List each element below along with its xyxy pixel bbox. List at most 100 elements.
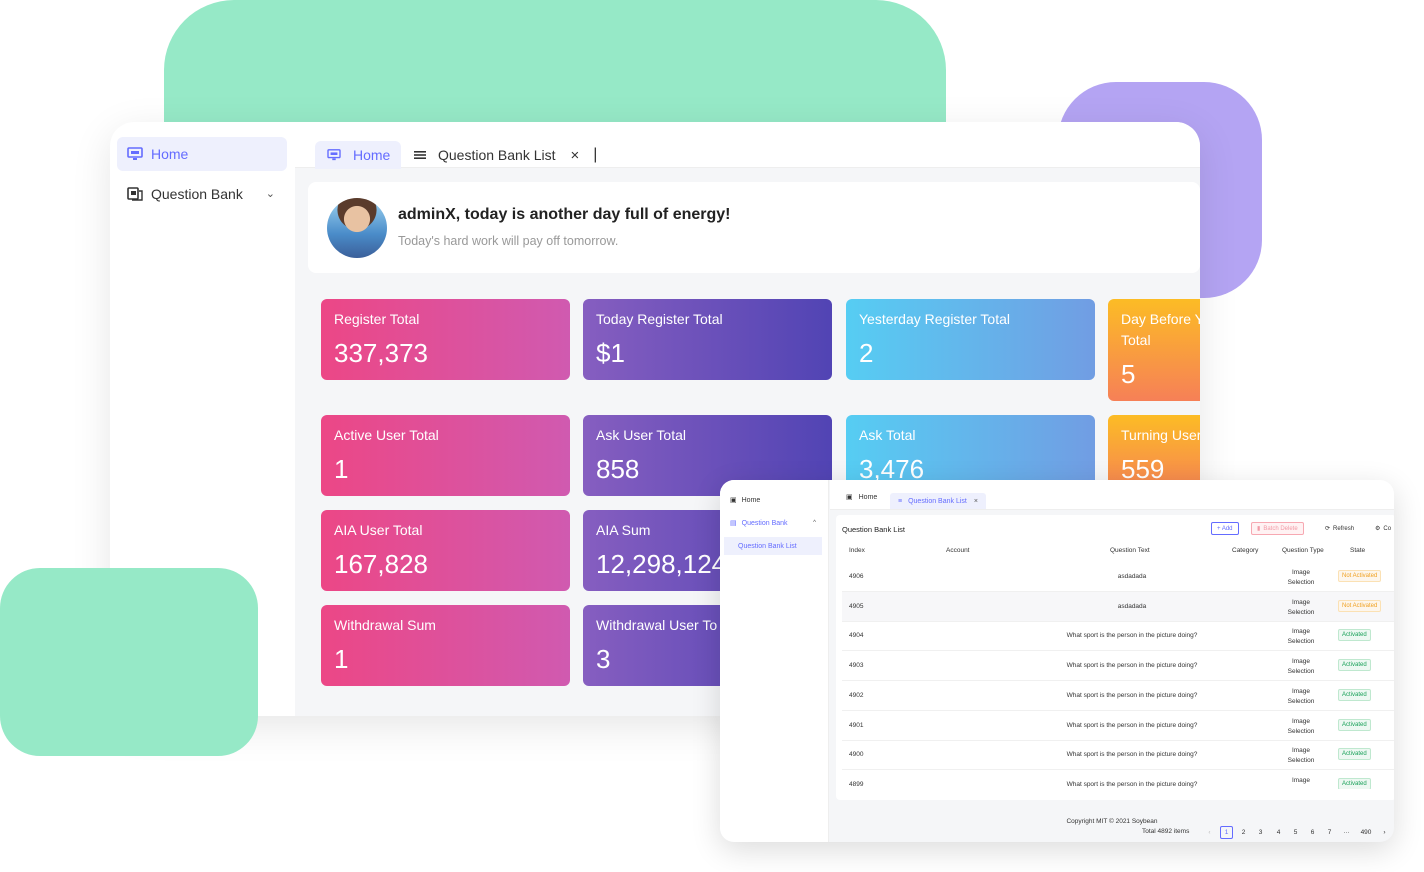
column-header[interactable]: Category — [1232, 547, 1259, 554]
pagination-page[interactable]: 490 — [1360, 829, 1372, 836]
stat-value: 1 — [334, 644, 349, 674]
chevron-down-icon[interactable]: ⌄ — [265, 188, 275, 200]
tab-label: Home — [858, 493, 878, 501]
question-text: What sport is the person in the picture … — [1066, 721, 1198, 729]
sidebar-item-home[interactable]: Home — [117, 137, 287, 171]
pagination-total: Total 4892 items — [1142, 828, 1190, 835]
pagination-page[interactable]: 2 — [1241, 829, 1246, 836]
pagination-ellipsis[interactable]: ··· — [1343, 829, 1350, 836]
stat-card-today-register: Today Register Total $1 — [583, 299, 832, 380]
table-row[interactable]: 4902 What sport is the person in the pict… — [842, 681, 1394, 711]
book-icon: ▤ — [730, 520, 737, 527]
question-type: Image Selection — [1282, 746, 1320, 766]
stat-label: Withdrawal User To — [596, 617, 718, 633]
tab-question-bank-list[interactable]: ≡ Question Bank List × — [890, 493, 986, 509]
column-header[interactable]: State — [1350, 547, 1366, 554]
question-type-line: Selection — [1287, 727, 1315, 735]
question-type-line: Selection — [1287, 668, 1315, 676]
pagination-page[interactable]: 7 — [1327, 829, 1332, 836]
stat-value: 337,373 — [334, 338, 428, 368]
stat-label: AIA Sum — [596, 522, 651, 538]
question-type-line: Selection — [1287, 638, 1315, 646]
question-text: What sport is the person in the picture … — [1066, 780, 1198, 788]
tab-bar: Home Question Bank List × | — [295, 122, 1200, 169]
question-text: What sport is the person in the picture … — [1066, 662, 1198, 670]
stat-card-aia-user: AIA User Total 167,828 — [321, 510, 570, 591]
sidebar-item-question-bank[interactable]: Question Bank ⌄ — [117, 177, 287, 211]
tab-question-bank-list[interactable]: Question Bank List × | — [414, 141, 597, 169]
batch-delete-button[interactable]: ▮ Batch Delete — [1251, 522, 1304, 535]
stat-card-day-before: Day Before Y Total 5 — [1108, 299, 1200, 401]
menu-icon — [414, 151, 426, 159]
pagination-page[interactable]: 5 — [1293, 829, 1298, 836]
question-text: What sport is the person in the picture … — [1066, 632, 1198, 640]
pagination-page[interactable]: 3 — [1258, 829, 1263, 836]
tab-bar: ▣ Home ≡ Question Bank List × — [830, 480, 1394, 510]
table-row[interactable]: 4906 asdadada Image Selection Not Activated — [842, 562, 1394, 592]
table-panel: Question Bank List + Add ▮ Batch Delete ⟳… — [836, 515, 1394, 839]
stat-value: 167,828 — [334, 549, 428, 579]
text-cursor-icon: | — [593, 146, 598, 163]
avatar — [327, 198, 387, 258]
pagination-page[interactable]: 6 — [1310, 829, 1315, 836]
table-row[interactable]: 4903 What sport is the person in the pict… — [842, 651, 1394, 682]
question-type-line: Image — [1291, 598, 1311, 606]
table-row[interactable]: 4904 What sport is the person in the pict… — [842, 621, 1394, 652]
column-header[interactable]: Account — [946, 547, 970, 554]
stat-label: Turning User — [1121, 427, 1200, 443]
stat-value: 559 — [1121, 454, 1165, 484]
question-type: Image Selection — [1282, 568, 1320, 588]
table-row[interactable]: 4899 What sport is the person in the pict… — [842, 770, 1394, 789]
pagination-prev[interactable]: ‹ — [1208, 829, 1211, 836]
status-badge: Activated — [1338, 777, 1371, 789]
question-text: asdadada — [1117, 602, 1147, 610]
chevron-up-icon[interactable]: ^ — [813, 520, 816, 526]
pagination-page[interactable]: 1 — [1220, 826, 1233, 839]
tab-home[interactable]: Home — [315, 141, 401, 169]
table-row[interactable]: 4900 What sport is the person in the pict… — [842, 740, 1394, 771]
stat-label: Day Before Y Total — [1121, 311, 1200, 348]
gear-icon: ⚙ — [1375, 526, 1381, 532]
table-row[interactable]: 4905 asdadada Image Selection Not Activated — [842, 591, 1394, 622]
pagination-next[interactable]: › — [1383, 829, 1386, 836]
columns-button[interactable]: ⚙ Co — [1370, 522, 1394, 535]
row-index: 4902 — [849, 691, 864, 699]
tab-home[interactable]: ▣ Home — [846, 493, 878, 502]
stat-value: $1 — [596, 338, 625, 368]
sidebar-item-label: Question Bank List — [738, 542, 797, 550]
stat-label: AIA User Total — [334, 522, 423, 538]
row-index: 4906 — [849, 573, 864, 580]
close-icon[interactable]: × — [570, 146, 580, 164]
sidebar-item-label: Question Bank — [151, 186, 243, 202]
refresh-button[interactable]: ⟳ Refresh — [1320, 522, 1359, 535]
stat-value: 12,298,124 — [596, 549, 727, 579]
greeting-title: adminX, today is another day full of ene… — [398, 206, 731, 223]
tab-label: Question Bank List — [908, 497, 967, 505]
sidebar-item-label: Question Bank — [741, 519, 788, 527]
question-type: Image Selection — [1282, 598, 1320, 618]
table-row[interactable]: 4901 What sport is the person in the pict… — [842, 711, 1394, 741]
question-text: What sport is the person in the picture … — [1066, 751, 1198, 759]
question-type-line: Selection — [1287, 757, 1315, 765]
row-index: 4905 — [849, 602, 864, 610]
button-label: Refresh — [1333, 525, 1355, 532]
sidebar-item-question-bank-list[interactable]: Question Bank List — [724, 537, 822, 555]
column-header[interactable]: Question Type — [1282, 547, 1324, 554]
add-button[interactable]: + Add — [1211, 522, 1239, 535]
question-type: Image — [1282, 776, 1320, 786]
row-index: 4900 — [849, 751, 864, 759]
close-icon[interactable]: × — [973, 497, 978, 505]
stat-card-register-total: Register Total 337,373 — [321, 299, 570, 380]
stat-label: Active User Total — [334, 427, 439, 443]
sidebar-item-home[interactable]: ▣ Home — [724, 491, 822, 509]
question-type: Image Selection — [1282, 717, 1320, 737]
pagination-page[interactable]: 4 — [1276, 829, 1281, 836]
column-header[interactable]: Index — [849, 547, 865, 554]
stat-label: Withdrawal Sum — [334, 617, 436, 633]
sidebar-item-question-bank[interactable]: ▤ Question Bank ^ — [724, 514, 822, 532]
column-header[interactable]: Question Text — [1110, 547, 1150, 554]
monitor-icon: ▣ — [730, 497, 737, 504]
stat-value: 2 — [859, 338, 874, 368]
question-type-line: Selection — [1287, 579, 1315, 586]
panel-title: Question Bank List — [842, 525, 905, 534]
